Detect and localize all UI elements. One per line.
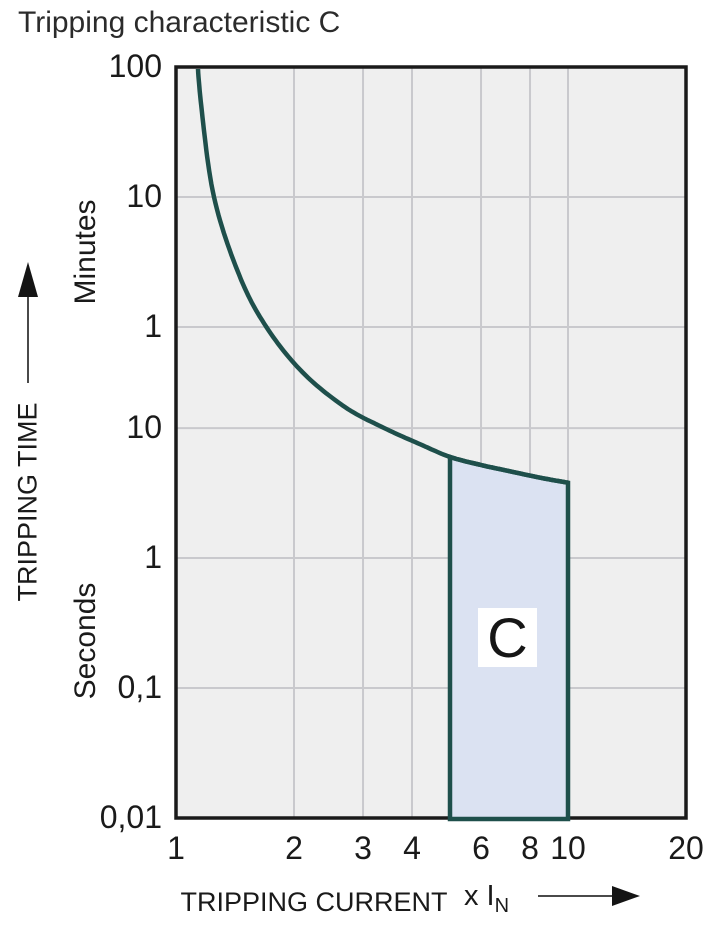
y-units-minutes: Minutes — [69, 199, 102, 305]
plot-border — [174, 65, 688, 820]
tripping-time-arrow-icon — [18, 262, 38, 383]
y-units-seconds: Seconds — [69, 582, 102, 700]
region-c-label: C — [487, 605, 528, 669]
x-axis-title: TRIPPING CURRENT — [180, 887, 448, 917]
plot-background — [176, 67, 686, 818]
tripping-curve — [195, 69, 570, 485]
arrow-head — [612, 886, 640, 906]
y-axis-title: TRIPPING TIME — [12, 402, 43, 602]
x-axis-multiplier: x IN — [464, 880, 509, 918]
multiplier-subscript: N — [494, 894, 510, 917]
page-title: Tripping characteristic C — [18, 6, 341, 39]
multiplier-prefix: x I — [464, 880, 495, 912]
arrow-head — [18, 262, 38, 297]
tripping-current-arrow-icon — [538, 886, 640, 906]
region-c-label-box: C — [478, 608, 537, 667]
